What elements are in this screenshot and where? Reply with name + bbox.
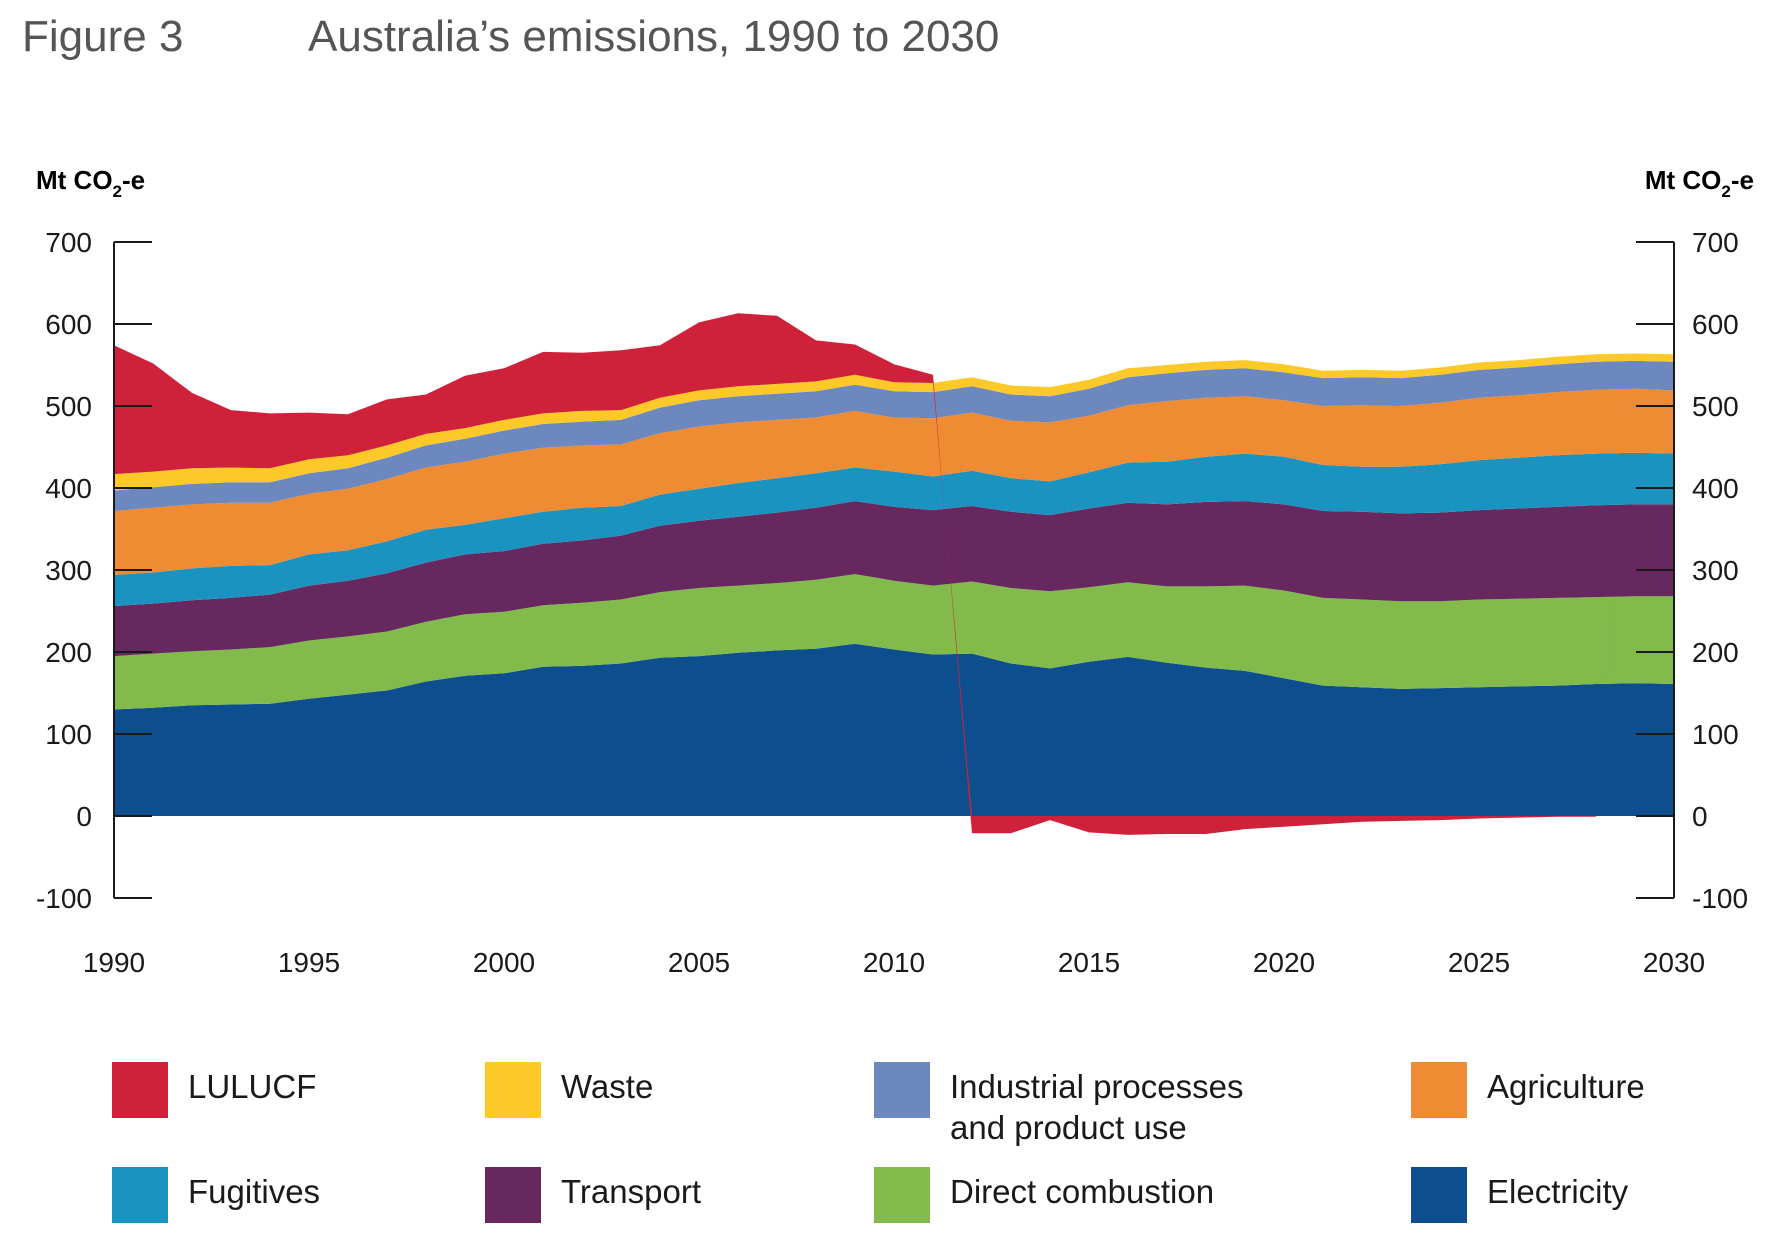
legend-line: Industrial processes (950, 1068, 1244, 1105)
figure-label: Figure 3 (22, 12, 184, 61)
emissions-stacked-area-chart: -100 -100 0 0 100 100 200 200 300 300 400 400 500 500… (36, 165, 1754, 978)
x-tick-label: 1995 (278, 947, 340, 978)
x-tick-label: 1990 (83, 947, 145, 978)
legend-line: Direct combustion (950, 1173, 1215, 1210)
right-y-tick-label: 100 (1692, 719, 1739, 750)
legend-label-direct-combustion: Direct combustion (950, 1167, 1214, 1212)
right-y-tick-label: 500 (1692, 391, 1739, 422)
x-tick-label: 2030 (1643, 947, 1705, 978)
legend-swatch-direct-combustion (874, 1167, 930, 1223)
legend-label-agriculture: Agriculture (1487, 1062, 1645, 1107)
area-transport (114, 501, 1674, 657)
x-tick-label: 2010 (863, 947, 925, 978)
legend-swatch-fugitives (112, 1167, 168, 1223)
x-tick-label: 2005 (668, 947, 730, 978)
left-unit-subscript: 2 (113, 182, 122, 201)
right-y-tick-label: 600 (1692, 309, 1739, 340)
x-tick-label: 2025 (1448, 947, 1510, 978)
legend-line: Electricity (1487, 1173, 1629, 1210)
legend-label-industrial-processes: Industrial processes and product use (950, 1062, 1243, 1148)
area-fugitives (114, 452, 1674, 607)
legend-item-lulucf: LULUCF (112, 1062, 316, 1118)
right-y-tick-label: 300 (1692, 555, 1739, 586)
area-waste (114, 353, 1674, 491)
legend-line: Waste (561, 1068, 654, 1105)
area-industrial-processes-and-product-use (114, 360, 1674, 511)
x-tick-label: 2000 (473, 947, 535, 978)
right-unit-subscript: 2 (1721, 182, 1730, 201)
left-unit-suffix: -e (122, 165, 145, 195)
x-tick-label: 2020 (1253, 947, 1315, 978)
chart-axes: -100 -100 0 0 100 100 200 200 300 300 400 400 500 500… (36, 227, 1748, 978)
left-y-tick-label: 600 (45, 309, 92, 340)
x-tick-label: 2015 (1058, 947, 1120, 978)
left-y-tick-label: 500 (45, 391, 92, 422)
legend-item-industrial-processes: Industrial processes and product use (874, 1062, 1243, 1148)
legend-item-direct-combustion: Direct combustion (874, 1167, 1214, 1223)
left-y-tick-label: 0 (76, 801, 92, 832)
right-unit-main: Mt CO (1645, 165, 1722, 195)
left-axis-unit-label: Mt CO2-e (36, 165, 145, 201)
area-electricity (114, 643, 1674, 816)
left-y-tick-label: 700 (45, 227, 92, 258)
legend-line: Transport (561, 1173, 701, 1210)
legend-swatch-electricity (1411, 1167, 1467, 1223)
legend-line: Fugitives (188, 1173, 321, 1210)
legend-swatch-industrial-processes (874, 1062, 930, 1118)
legend-label-lulucf: LULUCF (188, 1062, 316, 1107)
legend-item-waste: Waste (485, 1062, 653, 1118)
legend-line: and product use (950, 1109, 1187, 1146)
right-y-tick-label: 0 (1692, 801, 1708, 832)
left-y-tick-label: 200 (45, 637, 92, 668)
left-y-tick-label: -100 (36, 883, 92, 914)
legend-item-fugitives: Fugitives (112, 1167, 320, 1223)
legend-line: LULUCF (188, 1068, 317, 1105)
legend-item-electricity: Electricity (1411, 1167, 1628, 1223)
left-y-tick-label: 400 (45, 473, 92, 504)
right-y-tick-label: 700 (1692, 227, 1739, 258)
legend-swatch-transport (485, 1167, 541, 1223)
legend-label-electricity: Electricity (1487, 1167, 1628, 1212)
left-y-tick-label: 100 (45, 719, 92, 750)
area-direct-combustion (114, 574, 1674, 710)
figure-title: Australia’s emissions, 1990 to 2030 (308, 12, 1000, 61)
legend-swatch-lulucf (112, 1062, 168, 1118)
legend-label-waste: Waste (561, 1062, 653, 1107)
right-axis-unit-label: Mt CO2-e (1645, 165, 1754, 201)
legend-item-transport: Transport (485, 1167, 701, 1223)
right-y-tick-label: 200 (1692, 637, 1739, 668)
legend-item-agriculture: Agriculture (1411, 1062, 1645, 1118)
left-y-tick-label: 300 (45, 555, 92, 586)
legend-line: Agriculture (1487, 1068, 1645, 1105)
legend-label-fugitives: Fugitives (188, 1167, 320, 1212)
chart-legend: LULUCF Waste Industrial processes and pro… (112, 1062, 1712, 1242)
legend-label-transport: Transport (561, 1167, 701, 1212)
legend-swatch-waste (485, 1062, 541, 1118)
area-agriculture (114, 388, 1674, 575)
right-y-tick-label: 400 (1692, 473, 1739, 504)
right-unit-suffix: -e (1731, 165, 1754, 195)
left-unit-main: Mt CO (36, 165, 113, 195)
right-y-tick-label: -100 (1692, 883, 1748, 914)
legend-swatch-agriculture (1411, 1062, 1467, 1118)
chart-areas (114, 313, 1674, 835)
